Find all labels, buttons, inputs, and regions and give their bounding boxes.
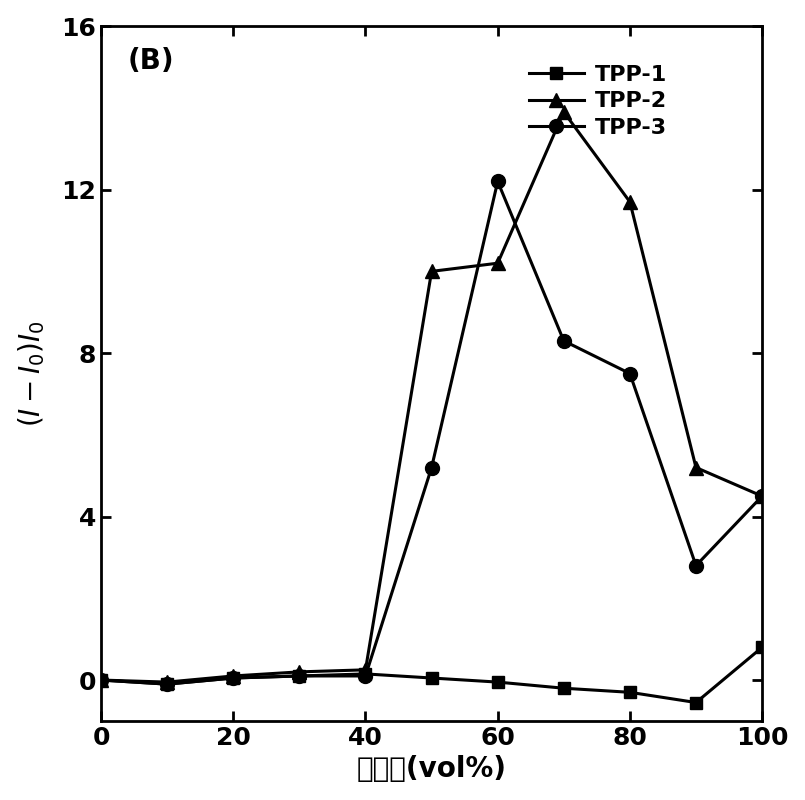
TPP-2 bbox=[493, 258, 502, 268]
TPP-3 bbox=[361, 671, 370, 681]
TPP-3 bbox=[427, 462, 436, 472]
TPP-1 bbox=[229, 674, 238, 683]
TPP-1 bbox=[427, 674, 436, 683]
TPP-1 bbox=[559, 683, 568, 693]
TPP-3 bbox=[163, 679, 172, 689]
TPP-2 bbox=[559, 107, 568, 117]
TPP-3 bbox=[295, 671, 304, 681]
Y-axis label: $(I-I_0)I_0$: $(I-I_0)I_0$ bbox=[17, 320, 47, 426]
Text: (B): (B) bbox=[127, 47, 174, 75]
Line: TPP-3: TPP-3 bbox=[94, 174, 769, 691]
TPP-2 bbox=[427, 266, 436, 276]
TPP-1 bbox=[758, 642, 767, 652]
TPP-2 bbox=[229, 671, 238, 681]
TPP-2 bbox=[691, 462, 701, 472]
Line: TPP-1: TPP-1 bbox=[96, 642, 768, 708]
TPP-2 bbox=[758, 491, 767, 501]
X-axis label: 水含量(vol%): 水含量(vol%) bbox=[357, 755, 506, 783]
TPP-1 bbox=[493, 678, 502, 687]
TPP-2 bbox=[625, 197, 634, 206]
TPP-1 bbox=[97, 675, 106, 685]
TPP-2 bbox=[97, 675, 106, 685]
TPP-1 bbox=[163, 679, 172, 689]
TPP-1 bbox=[691, 698, 701, 707]
TPP-3 bbox=[559, 336, 568, 346]
TPP-3 bbox=[493, 177, 502, 186]
TPP-1 bbox=[625, 687, 634, 697]
TPP-3 bbox=[229, 674, 238, 683]
TPP-3 bbox=[758, 491, 767, 501]
Legend: TPP-1, TPP-2, TPP-3: TPP-1, TPP-2, TPP-3 bbox=[522, 58, 675, 145]
Line: TPP-2: TPP-2 bbox=[94, 105, 769, 689]
TPP-3 bbox=[691, 561, 701, 570]
TPP-3 bbox=[97, 675, 106, 685]
TPP-2 bbox=[295, 667, 304, 677]
TPP-1 bbox=[295, 671, 304, 681]
TPP-1 bbox=[361, 669, 370, 678]
TPP-3 bbox=[625, 369, 634, 378]
TPP-2 bbox=[361, 665, 370, 674]
TPP-2 bbox=[163, 678, 172, 687]
